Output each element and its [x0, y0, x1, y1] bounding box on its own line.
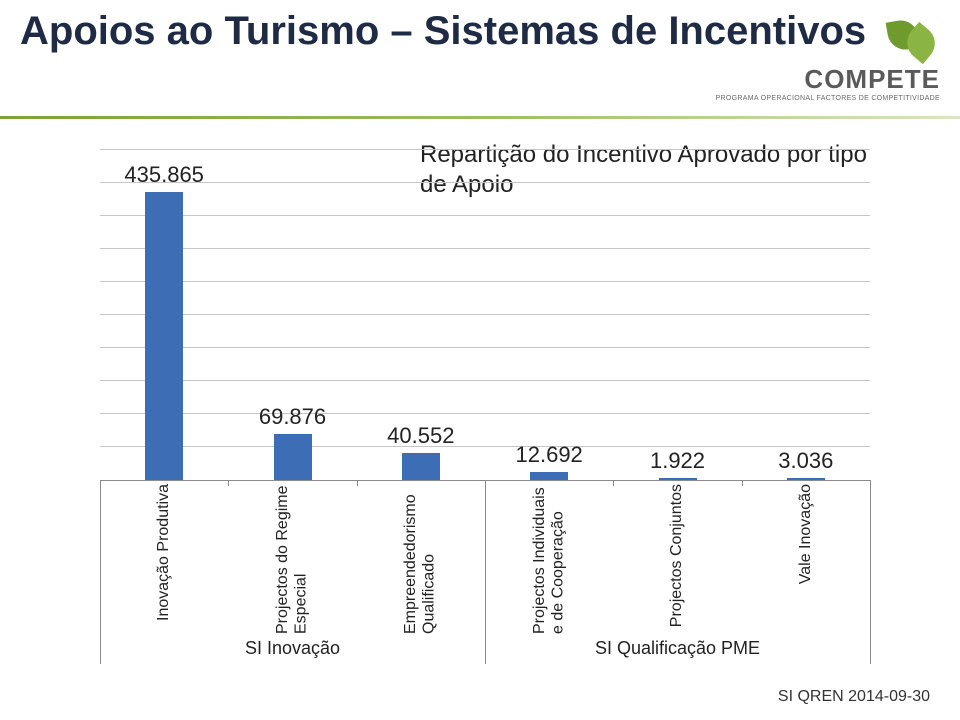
chart-bar-value: 40.552 [387, 423, 454, 449]
chart-bar: 69.876 [274, 434, 312, 480]
chart-gridline [100, 380, 870, 381]
chart-category: Projectos Individuais e de Cooperação [485, 484, 613, 634]
chart-category-label: Inovação Produtiva [155, 484, 173, 621]
chart-category: Projectos do Regime Especial [228, 484, 356, 634]
chart-bar-value: 3.036 [778, 448, 833, 474]
chart-outer-border [870, 480, 871, 664]
chart-gridline [100, 215, 870, 216]
chart-group-label: SI Qualificação PME [485, 638, 870, 659]
chart-gridline [100, 149, 870, 150]
bar-chart: Repartição do Incentivo Aprovado por tip… [50, 140, 910, 664]
chart-gridline [100, 314, 870, 315]
chart-category: Inovação Produtiva [100, 484, 228, 634]
chart-group-separator [485, 480, 486, 664]
logo-mark-icon [884, 18, 940, 64]
chart-tick [357, 480, 358, 486]
chart-category: Empreendedorismo Qualificado [357, 484, 485, 634]
chart-gridline [100, 413, 870, 414]
chart-bar-value: 435.865 [124, 162, 204, 188]
chart-plot-area: 435.865 69.876 40.552 12.692 1.922 3.036 [100, 150, 870, 480]
chart-tick [228, 480, 229, 486]
chart-gridline [100, 182, 870, 183]
logo-word: COMPETE [716, 64, 940, 95]
chart-bar: 40.552 [402, 453, 440, 480]
chart-gridline [100, 281, 870, 282]
chart-gridline [100, 248, 870, 249]
chart-gridline [100, 347, 870, 348]
chart-bar: 12.692 [530, 472, 568, 480]
chart-category-label: Projectos Conjuntos [668, 484, 686, 627]
header-rule [0, 116, 960, 119]
chart-category-label: Projectos do Regime Especial [274, 484, 311, 634]
chart-bar: 435.865 [145, 192, 183, 480]
chart-category: Projectos Conjuntos [613, 484, 741, 634]
chart-category: Vale Inovação [742, 484, 870, 634]
chart-category-label: Projectos Individuais e de Cooperação [531, 484, 568, 634]
chart-bar-value: 12.692 [516, 442, 583, 468]
chart-bar-value: 69.876 [259, 404, 326, 430]
chart-outer-border [100, 480, 101, 664]
chart-tick [742, 480, 743, 486]
logo-subtitle: PROGRAMA OPERACIONAL FACTORES DE COMPETI… [716, 95, 940, 102]
chart-category-label: Empreendedorismo Qualificado [402, 484, 439, 634]
compete-logo: COMPETE PROGRAMA OPERACIONAL FACTORES DE… [716, 18, 940, 102]
chart-bar-value: 1.922 [650, 448, 705, 474]
chart-tick [613, 480, 614, 486]
chart-category-label: Vale Inovação [797, 484, 815, 584]
footer-text: SI QREN 2014-09-30 [778, 688, 930, 706]
chart-group-label: SI Inovação [100, 638, 485, 659]
chart-gridline [100, 446, 870, 447]
